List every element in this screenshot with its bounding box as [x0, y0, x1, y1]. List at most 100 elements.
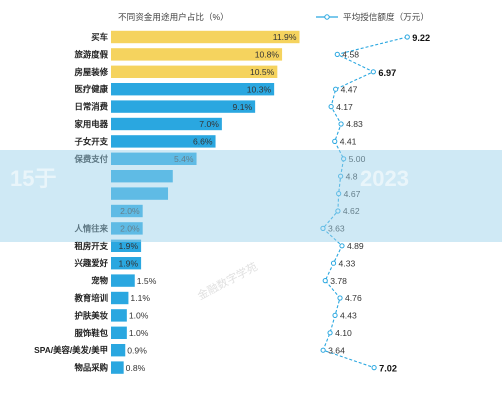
category-label: 人情往来 — [75, 223, 109, 233]
line-value-label: 3.64 — [328, 345, 345, 355]
bar — [111, 30, 300, 44]
line-point — [332, 138, 338, 144]
line-point — [341, 156, 347, 162]
bar-value-label: 7.0% — [199, 119, 219, 129]
line-value-label: 6.97 — [378, 68, 396, 78]
line-point — [335, 208, 341, 214]
bar — [111, 344, 126, 357]
bar — [111, 274, 135, 287]
line-point — [334, 51, 340, 58]
bar — [111, 65, 278, 78]
line-value-label: 4.76 — [345, 293, 362, 303]
category-label: 服饰鞋包 — [75, 328, 109, 338]
bar-chart-title: 不同资金用途用户占比（%） — [118, 11, 229, 22]
line-value-label: 4.83 — [346, 119, 363, 129]
line-legend-label: 平均授信额度（万元） — [343, 11, 429, 22]
category-label: 房屋装修 — [75, 67, 109, 77]
bar-value-label: 5.4% — [174, 154, 194, 164]
banner-overlay: 15于 2023 金融数字学苑 — [0, 150, 502, 303]
line-value-label: 4.10 — [335, 328, 352, 338]
bar-value-label: 1.1% — [130, 293, 150, 303]
legend-point-swatch — [324, 14, 330, 20]
bar — [111, 117, 222, 131]
line-point — [371, 365, 377, 371]
bar-value-label: 1.9% — [119, 258, 139, 268]
line-series: 9.22 4.58 6.97 4.47 4.17 4.83 4.41 5.00 4.8 4.67 4… — [320, 33, 430, 374]
bar — [111, 239, 142, 252]
category-label: 买车 — [91, 32, 108, 42]
line-point — [370, 69, 376, 75]
bar — [111, 326, 127, 339]
line-value-label: 4.47 — [341, 84, 358, 94]
bar — [111, 257, 142, 270]
bar-value-label: 9.1% — [233, 102, 253, 112]
line-point — [332, 312, 338, 318]
line-legend: 平均授信额度（万元） — [316, 11, 429, 22]
category-label: 日常消费 — [75, 102, 109, 112]
line-point — [320, 225, 326, 231]
line-value-label: 4.43 — [340, 311, 357, 321]
bar — [111, 361, 124, 374]
line-point — [336, 191, 342, 197]
line-value-label: 4.17 — [336, 102, 353, 112]
category-label: 保费支付 — [74, 154, 109, 164]
line-value-label: 5.00 — [349, 154, 366, 164]
bar-value-label: 10.5% — [250, 67, 275, 77]
category-label: 医疗健康 — [75, 84, 109, 94]
line-value-label: 4.41 — [340, 137, 357, 147]
bar-value-label: 1.9% — [119, 241, 139, 251]
category-label: 兴趣爱好 — [75, 258, 109, 268]
bar — [111, 170, 173, 183]
bar-value-label: 6.6% — [193, 137, 213, 147]
bar-value-label: 2.0% — [120, 206, 140, 216]
category-label: 家用电器 — [75, 119, 109, 129]
bar-value-label: 1.0% — [129, 328, 149, 338]
bar-series: 买车 11.9% 旅游度假 10.8% 房屋装修 10.5% 医疗健康 10.3% 日常消费 9.… — [34, 30, 300, 374]
line-value-label: 4.33 — [339, 258, 356, 268]
line-value-label: 4.62 — [343, 206, 360, 216]
category-label: 租房开支 — [75, 241, 109, 251]
line-value-label: 4.8 — [346, 171, 358, 181]
overlay-fragment: 15于 — [10, 166, 56, 191]
line-point — [320, 347, 326, 353]
overlay-band — [0, 150, 502, 242]
bar-value-label: 11.9% — [273, 32, 297, 42]
bar — [111, 152, 197, 165]
category-label: 子女开支 — [75, 136, 109, 146]
line-value-label: 7.02 — [379, 364, 397, 374]
line-point — [339, 243, 345, 249]
line-point — [322, 278, 328, 284]
bar-value-label: 2.0% — [120, 224, 140, 234]
bar-value-label: 10.3% — [247, 84, 272, 94]
bar — [111, 135, 216, 148]
line-point — [338, 173, 344, 179]
line-point — [338, 121, 344, 127]
bar — [111, 187, 169, 200]
line-value-label: 4.89 — [347, 241, 364, 251]
bar-value-label: 1.0% — [129, 311, 149, 321]
category-label: SPA/美容/美发/美甲 — [34, 345, 108, 355]
line-value-label: 4.58 — [342, 50, 359, 60]
bar — [111, 309, 127, 322]
line-point — [337, 295, 343, 301]
line-point — [404, 34, 410, 40]
overlay-fragment: 2023 — [360, 166, 409, 191]
category-label: 教育培训 — [74, 293, 109, 303]
line-value-label: 3.78 — [330, 276, 347, 286]
bar-value-label: 0.8% — [126, 363, 146, 373]
line-value-label: 9.22 — [412, 33, 430, 43]
line-point — [330, 260, 337, 266]
bar — [111, 222, 143, 235]
bar — [111, 291, 129, 305]
bar — [111, 204, 143, 218]
line-point — [327, 330, 333, 336]
line-point — [333, 86, 339, 92]
watermark: 金融数字学苑 — [195, 259, 260, 302]
category-label: 宠物 — [91, 276, 108, 286]
bar-value-label: 1.5% — [137, 276, 157, 286]
bar — [111, 100, 256, 113]
line-point — [328, 104, 334, 110]
line-value-label: 4.67 — [344, 189, 361, 199]
